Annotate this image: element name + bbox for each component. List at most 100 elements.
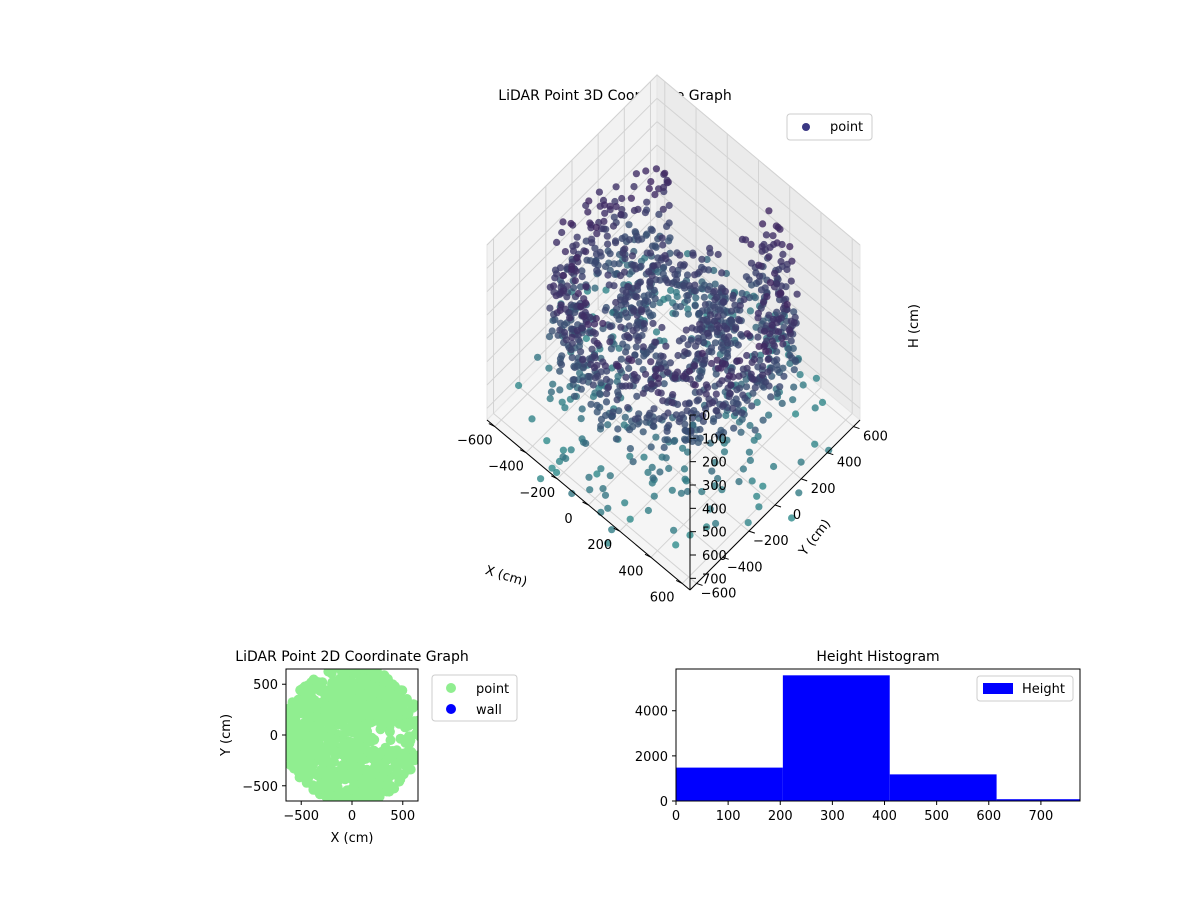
z-tick-label: 300 — [702, 479, 727, 494]
point-3d — [597, 465, 605, 473]
point-3d — [586, 219, 594, 227]
point-3d — [764, 355, 772, 363]
point-2d — [330, 687, 341, 698]
point-3d — [655, 210, 663, 218]
histogram-legend: Height — [976, 675, 1074, 702]
point-3d — [553, 238, 561, 246]
point-3d — [751, 294, 759, 302]
point-3d — [673, 292, 681, 301]
hist-x-tick-label: 600 — [976, 809, 1001, 824]
point-3d — [756, 356, 764, 364]
point-3d — [746, 421, 754, 430]
point-3d — [631, 415, 639, 423]
point-3d — [590, 364, 599, 372]
point-3d — [691, 271, 699, 279]
point-3d — [790, 319, 798, 327]
point-3d — [680, 282, 688, 290]
point-3d — [710, 287, 719, 295]
point-3d — [662, 255, 670, 263]
point-3d — [606, 202, 614, 210]
z-tick-label: 700 — [702, 572, 727, 587]
point-3d — [738, 235, 747, 243]
hist-x-tick-label: 100 — [716, 809, 741, 824]
point-2d — [286, 708, 296, 719]
histogram-bar — [996, 799, 1080, 801]
chart-2d-legend-wall-label: wall — [476, 703, 502, 718]
point-3d — [666, 359, 675, 367]
point-3d — [570, 284, 578, 292]
point-3d — [643, 198, 651, 206]
point-3d — [773, 308, 781, 316]
grid-left-z — [486, 97, 658, 269]
point-3d — [787, 337, 795, 345]
point-2d — [317, 751, 327, 762]
point-2d — [330, 680, 341, 691]
point-3d — [729, 294, 737, 302]
point-3d — [654, 388, 662, 397]
point-3d — [664, 178, 672, 186]
point-3d — [685, 291, 693, 299]
point-2d — [293, 723, 304, 734]
point-3d — [582, 237, 590, 245]
point-3d — [592, 314, 600, 323]
point-3d — [688, 414, 697, 422]
point-2d — [344, 688, 354, 699]
point-3d — [610, 213, 618, 221]
x-tick-label-2d: 0 — [348, 809, 356, 824]
point-3d — [604, 504, 612, 512]
point-3d — [556, 355, 565, 363]
point-3d — [737, 331, 745, 339]
point-2d — [299, 738, 310, 749]
point-3d — [793, 290, 801, 298]
point-3d — [633, 311, 641, 319]
chart-2d-ylabel: Y (cm) — [219, 714, 234, 757]
point-2d — [294, 705, 305, 716]
y-tick-mark — [722, 556, 729, 560]
grid-back-z — [656, 167, 861, 339]
point-3d — [621, 499, 629, 507]
point-3d — [760, 298, 768, 306]
point-3d — [764, 368, 772, 376]
point-3d — [602, 398, 611, 406]
point-3d — [765, 207, 773, 215]
point-3d — [776, 383, 784, 391]
point-3d — [698, 488, 706, 496]
point-3d — [790, 383, 798, 391]
point-3d — [599, 319, 607, 328]
point-3d — [568, 339, 577, 347]
point-2d — [384, 747, 395, 758]
point-3d — [701, 301, 710, 309]
y-tick-label: 200 — [811, 482, 836, 497]
chart-3d-points — [515, 165, 833, 549]
point-3d — [750, 436, 758, 444]
point-3d — [658, 234, 666, 242]
point-3d — [710, 266, 718, 275]
histogram-bars — [676, 675, 1080, 801]
point-3d — [684, 250, 692, 258]
point-3d — [612, 183, 620, 191]
point-2d — [346, 773, 357, 784]
point-3d — [652, 433, 660, 441]
y-axis-line — [689, 419, 861, 591]
point-2d — [365, 776, 376, 787]
point-3d — [560, 328, 569, 336]
point-3d — [589, 381, 597, 389]
point-3d — [723, 436, 731, 444]
point-3d — [652, 338, 660, 346]
point-3d — [763, 293, 771, 301]
point-3d — [692, 294, 700, 302]
point-2d — [408, 699, 418, 710]
point-3d — [796, 371, 804, 379]
point-3d — [774, 366, 782, 374]
point-3d — [749, 389, 757, 397]
point-3d — [714, 364, 722, 372]
point-3d — [625, 364, 633, 372]
point-3d — [706, 439, 715, 447]
point-2d — [303, 772, 314, 783]
point-3d — [680, 465, 689, 473]
point-3d — [613, 311, 621, 319]
point-3d — [563, 282, 572, 290]
point-3d — [759, 416, 767, 424]
point-3d — [670, 437, 678, 445]
point-3d — [684, 341, 692, 349]
